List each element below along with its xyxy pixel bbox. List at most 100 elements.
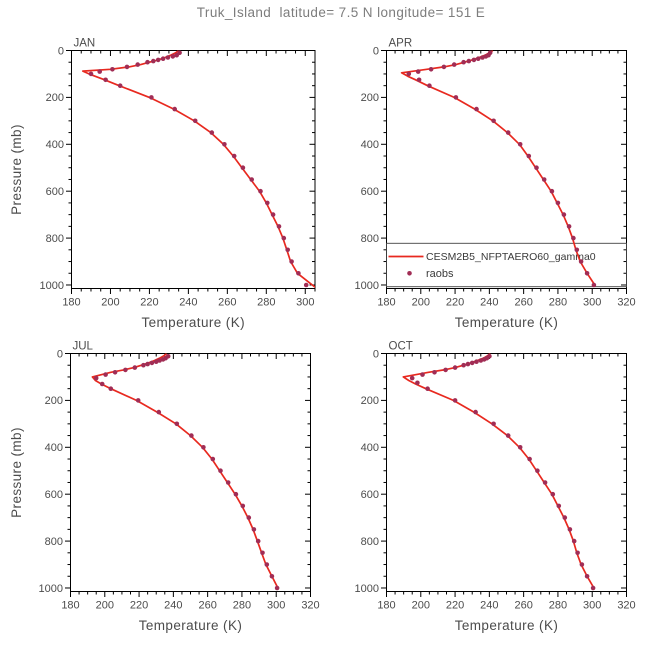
x-tick-label: 280 xyxy=(257,297,275,309)
x-tick-label: 220 xyxy=(140,297,158,309)
x-axis-title: Temperature (K) xyxy=(139,618,243,633)
raobs-dot xyxy=(160,56,166,61)
x-tick-label: 200 xyxy=(101,297,119,309)
panel-month-label: JAN xyxy=(74,38,96,50)
raobs-dot xyxy=(473,409,478,415)
raobs-dot xyxy=(590,585,596,591)
panel-jan: JAN 180 200 220 240 260 280 300 0 200 400 600 800 100… xyxy=(9,38,316,330)
raobs-dot xyxy=(535,468,540,474)
raobs-dot xyxy=(428,67,434,72)
raobs-dots xyxy=(409,354,596,591)
y-tick-label: 400 xyxy=(46,139,64,151)
x-tick-label: 320 xyxy=(617,297,635,309)
raobs-dot xyxy=(88,71,94,77)
raobs-dot xyxy=(461,362,466,368)
raobs-dot xyxy=(93,375,99,381)
raobs-dot xyxy=(160,357,166,362)
y-tick-label: 200 xyxy=(361,92,379,104)
raobs-dot xyxy=(249,177,254,182)
raobs-dot xyxy=(584,271,590,276)
y-tick-label: 600 xyxy=(46,186,64,198)
raobs-dot xyxy=(441,64,447,70)
raobs-dot xyxy=(526,153,532,159)
x-tick-label: 180 xyxy=(377,600,395,612)
raobs-dot xyxy=(155,57,161,63)
raobs-dot xyxy=(110,67,115,72)
raobs-dot xyxy=(233,491,239,497)
panel-jul: JUL 180 200 220 240 260 280 300 320 0 200 400 600 800… xyxy=(9,341,320,634)
raobs-dot xyxy=(149,95,154,100)
raobs-dot xyxy=(172,106,177,112)
raobs-dot xyxy=(151,58,156,64)
raobs-dot xyxy=(117,83,123,88)
raobs-dot xyxy=(475,56,481,61)
x-tick-label: 260 xyxy=(514,600,532,612)
raobs-dot xyxy=(240,503,246,509)
raobs-dot xyxy=(174,52,179,58)
x-tick-label: 240 xyxy=(480,297,498,309)
raobs-dot xyxy=(571,538,577,544)
raobs-dot xyxy=(415,69,421,74)
raobs-dot xyxy=(97,69,102,74)
raobs-dot xyxy=(416,77,422,83)
y-tick-label: 0 xyxy=(373,348,379,360)
x-tick-label: 300 xyxy=(267,600,285,612)
raobs-dots xyxy=(406,50,597,288)
raobs-dot xyxy=(265,200,270,206)
model-line xyxy=(91,353,279,589)
x-tick-label: 200 xyxy=(412,600,430,612)
x-axis-title: Temperature (K) xyxy=(455,618,559,633)
raobs-dot xyxy=(103,372,108,377)
raobs-dot xyxy=(210,456,216,462)
y-tick-label: 400 xyxy=(361,442,379,454)
raobs-dot xyxy=(124,64,130,70)
raobs-dot xyxy=(303,282,309,288)
raobs-dot xyxy=(574,247,580,253)
raobs-dot xyxy=(549,188,555,194)
y-tick-label: 400 xyxy=(361,139,379,151)
panel-month-label: OCT xyxy=(389,341,413,353)
raobs-dot xyxy=(478,358,484,363)
x-tick-label: 280 xyxy=(233,600,251,612)
raobs-dot xyxy=(409,375,415,381)
y-tick-label: 200 xyxy=(361,395,379,407)
raobs-dot xyxy=(281,235,287,241)
raobs-dot xyxy=(575,550,580,556)
raobs-dot xyxy=(174,421,180,427)
plot-frame xyxy=(386,353,627,592)
raobs-dot xyxy=(145,361,150,367)
raobs-dot xyxy=(461,59,466,65)
raobs-dot xyxy=(562,515,568,520)
raobs-dot xyxy=(141,362,146,368)
raobs-dot xyxy=(132,365,138,370)
raobs-dot xyxy=(274,585,280,591)
raobs-dot xyxy=(550,491,556,497)
raobs-dot xyxy=(432,370,437,375)
figure-title: Truk_Island latitude= 7.5 N longitude= 1… xyxy=(196,5,486,20)
raobs-dot xyxy=(135,398,141,403)
x-axis-title: Temperature (K) xyxy=(455,315,559,330)
raobs-dot xyxy=(231,153,237,159)
legend-dot-sample xyxy=(407,271,412,276)
y-tick-label: 0 xyxy=(57,348,63,360)
x-tick-label: 320 xyxy=(301,600,319,612)
x-tick-label: 300 xyxy=(583,600,601,612)
y-tick-label: 600 xyxy=(361,186,379,198)
x-tick-label: 320 xyxy=(617,600,635,612)
x-tick-label: 180 xyxy=(61,600,79,612)
raobs-dot xyxy=(505,130,511,135)
legend-box xyxy=(386,242,627,288)
y-tick-label: 800 xyxy=(361,233,379,245)
raobs-dot xyxy=(427,83,432,88)
raobs-dot xyxy=(542,480,548,485)
raobs-dot xyxy=(406,71,412,77)
raobs-dot xyxy=(258,188,263,194)
raobs-dot xyxy=(425,386,430,392)
tick-marks xyxy=(65,353,311,597)
legend-model-label: CESM2B5_NFPTAERO60_gamma0 xyxy=(426,251,596,263)
legend-raobs-label: raobs xyxy=(426,268,454,280)
raobs-dot xyxy=(264,562,270,567)
raobs-dot xyxy=(517,142,523,147)
raobs-dot xyxy=(225,480,231,485)
